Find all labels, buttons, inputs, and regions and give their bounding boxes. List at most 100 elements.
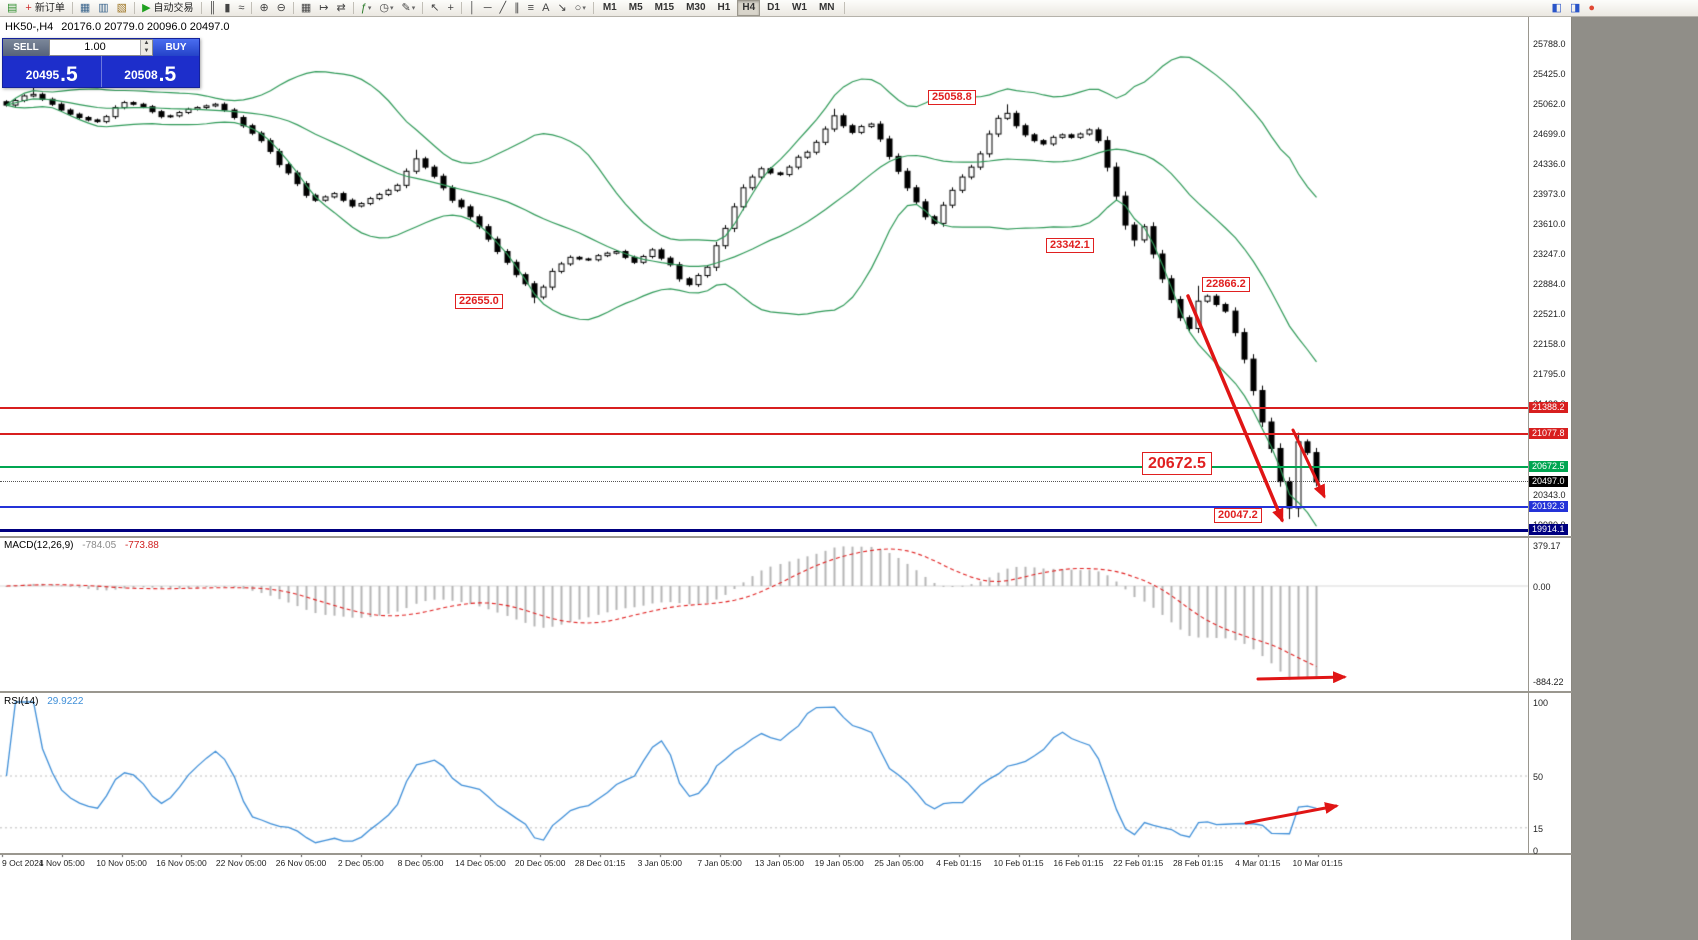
periods-icon: ◷ — [379, 1, 389, 14]
buy-button[interactable]: BUY — [153, 39, 199, 56]
periods-icon[interactable]: ◷ ▾ — [376, 0, 396, 17]
chevron-down-icon: ▾ — [389, 4, 394, 12]
templates-icon: ✎ — [401, 1, 411, 14]
sell-button[interactable]: SELL — [3, 39, 49, 56]
vertical-line-icon[interactable]: │ — [466, 0, 479, 17]
new-order-icon: + — [25, 1, 32, 14]
toolbar-separator — [843, 2, 845, 14]
data-window-icon[interactable]: ▥ — [95, 0, 111, 17]
new-chart-icon: ▤ — [7, 1, 18, 14]
fibonacci-icon[interactable]: ≡ — [525, 0, 537, 17]
chart-title: HK50-,H4 20176.0 20779.0 20096.0 20497.0 — [5, 21, 230, 33]
bar-chart-icon: ║ — [208, 1, 217, 14]
navigator-icon[interactable]: ▧ — [114, 0, 130, 17]
main-toolbar: ▤ + 新订单 ▦ ▥ ▧ ▶ 自动交易 ║ ▮ ≈ ⊕ ⊖ ▦ ↦ ⇄ ƒ ▾ ◷ ▾ ✎ ▾ ↖ + │ ─ ╱ ∥ ≡ A ↘ ○ ▾ M1… — [0, 0, 1698, 17]
crosshair-icon: + — [447, 1, 454, 14]
line-chart-icon: ≈ — [238, 1, 245, 14]
timeframe-h4[interactable]: H4 — [737, 0, 761, 16]
toolbar-right-group: ◧ ◨ ● — [1548, 0, 1695, 17]
toolbar-separator — [134, 2, 136, 14]
shapes-icon[interactable]: ○ ▾ — [572, 0, 589, 17]
auto-scroll-icon[interactable]: ↦ — [316, 0, 331, 17]
ohlc-values: 20176.0 20779.0 20096.0 20497.0 — [61, 21, 230, 33]
timeframe-m5[interactable]: M5 — [628, 2, 643, 13]
macd-name: MACD(12,26,9) — [4, 540, 74, 551]
line-chart-icon[interactable]: ≈ — [235, 0, 247, 17]
indicators-icon: ƒ — [360, 1, 367, 14]
alert-icon[interactable]: ● — [1585, 0, 1598, 17]
candlestick-chart-icon[interactable]: ▮ — [221, 0, 233, 17]
toolbar-separator — [200, 2, 202, 14]
text-icon: A — [542, 1, 550, 14]
toolbar-separator — [422, 2, 424, 14]
templates-icon[interactable]: ✎ ▾ — [398, 0, 418, 17]
rsi-indicator-label: RSI(14) 29.9222 — [4, 696, 83, 707]
zoom-out-icon[interactable]: ⊖ — [274, 0, 289, 17]
arrow-objects-icon[interactable]: ↘ — [554, 0, 569, 17]
macd-main-value: -784.05 — [82, 540, 117, 551]
cursor-icon[interactable]: ↖ — [427, 0, 442, 17]
text-icon[interactable]: A — [539, 0, 552, 17]
auto-trading-button[interactable]: ▶ 自动交易 — [139, 0, 196, 17]
vertical-line-icon: │ — [468, 1, 476, 14]
auto-scroll-icon: ↦ — [319, 1, 329, 14]
chevron-down-icon: ▾ — [411, 4, 416, 12]
buy-price-main: 20508 — [124, 68, 158, 82]
zoom-in-icon: ⊕ — [259, 1, 269, 14]
sell-price-frac: .5 — [60, 63, 78, 86]
tile-windows-icon: ▦ — [300, 1, 312, 14]
market-watch-icon: ▦ — [79, 1, 91, 14]
macd-indicator-label: MACD(12,26,9) -784.05 -773.88 — [4, 540, 159, 551]
timeframe-m1[interactable]: M1 — [602, 2, 617, 13]
timeframe-h1[interactable]: H1 — [717, 2, 731, 13]
channel-icon[interactable]: ∥ — [511, 0, 523, 17]
sell-price-main: 20495 — [25, 68, 60, 82]
buy-price[interactable]: 20508.5 — [102, 56, 200, 87]
one-click-trading-panel: SELL 1.00 ▲ ▼ BUY 20495.5 20508.5 — [2, 38, 200, 88]
zoom-in-icon[interactable]: ⊕ — [256, 0, 271, 17]
sell-price[interactable]: 20495.5 — [3, 56, 102, 87]
chart-window-icon[interactable]: ◧ — [1549, 0, 1565, 17]
toolbar-separator — [251, 2, 253, 14]
auto-trading-button-label: 自动交易 — [153, 2, 194, 14]
chart-shift-icon[interactable]: ⇄ — [334, 0, 349, 17]
horizontal-line-icon[interactable]: ─ — [481, 0, 495, 17]
volume-spinner[interactable]: ▲ ▼ — [140, 40, 152, 55]
fibonacci-icon: ≡ — [527, 1, 535, 14]
toolbar-separator — [592, 2, 594, 14]
market-watch-icon[interactable]: ▦ — [77, 0, 93, 17]
timeframe-w1[interactable]: W1 — [791, 2, 807, 13]
timeframe-d1[interactable]: D1 — [767, 2, 780, 13]
indicators-icon[interactable]: ƒ ▾ — [358, 0, 375, 17]
trendline-icon[interactable]: ╱ — [497, 0, 510, 17]
toolbar-separator — [352, 2, 354, 14]
chart-window-icon: ◧ — [1551, 1, 1562, 14]
buy-price-frac: .5 — [158, 63, 177, 86]
chart-profile-icon[interactable]: ◨ — [1567, 0, 1583, 17]
volume-stepper[interactable]: 1.00 ▲ ▼ — [49, 39, 153, 56]
chart-profile-icon: ◨ — [1569, 1, 1581, 14]
timeframe-m30[interactable]: M30 — [686, 2, 706, 13]
tile-windows-icon[interactable]: ▦ — [298, 0, 314, 17]
candlestick-chart-icon: ▮ — [224, 1, 231, 14]
new-order-button[interactable]: + 新订单 — [22, 0, 67, 17]
auto-trading-icon: ▶ — [142, 1, 151, 14]
volume-value[interactable]: 1.00 — [84, 41, 106, 53]
macd-signal-value: -773.88 — [124, 540, 159, 551]
chevron-down-icon: ▾ — [367, 4, 372, 12]
volume-down-icon[interactable]: ▼ — [141, 47, 152, 55]
volume-up-icon[interactable]: ▲ — [141, 40, 152, 48]
chart-shift-icon: ⇄ — [336, 1, 346, 14]
timeframe-m15[interactable]: M15 — [654, 2, 675, 13]
bar-chart-icon[interactable]: ║ — [206, 0, 220, 17]
crosshair-icon[interactable]: + — [444, 0, 456, 17]
data-window-icon: ▥ — [98, 1, 109, 14]
alert-icon: ● — [1588, 1, 1595, 14]
timeframe-mn[interactable]: MN — [818, 2, 835, 13]
rsi-name: RSI(14) — [4, 696, 39, 707]
new-chart-icon[interactable]: ▤ — [4, 0, 20, 17]
chevron-down-icon: ▾ — [582, 4, 586, 12]
trendline-icon: ╱ — [499, 1, 507, 14]
